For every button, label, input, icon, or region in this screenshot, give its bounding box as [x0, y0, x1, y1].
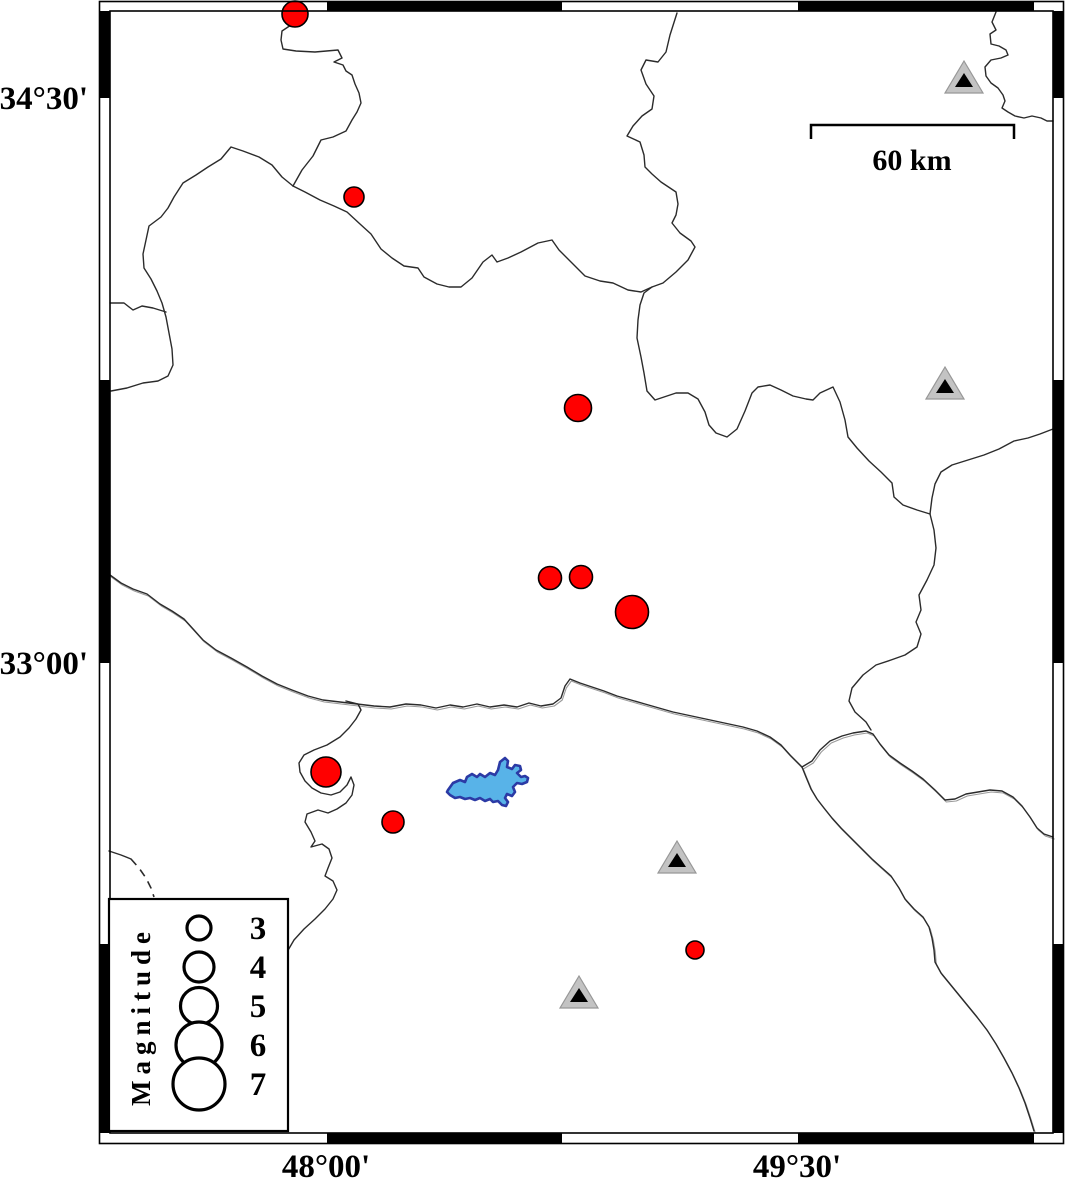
- earthquake-marker: [310, 756, 342, 788]
- legend-magnitude-label: 3: [250, 911, 267, 947]
- legend-magnitude-label: 6: [250, 1028, 267, 1064]
- station-marker: [656, 839, 698, 874]
- legend-title: Magnitude: [126, 926, 156, 1106]
- legend-magnitude-label: 4: [250, 950, 267, 986]
- earthquake-marker: [563, 393, 593, 423]
- lon-label-left: 48°00': [282, 1149, 370, 1184]
- legend-magnitude-circle: [171, 1056, 227, 1112]
- station-marker: [558, 974, 600, 1009]
- earthquake-marker: [343, 186, 365, 208]
- earthquake-marker: [685, 940, 705, 960]
- station-marker: [943, 59, 985, 94]
- station-inner-triangle-icon: [570, 988, 588, 1002]
- earthquake-marker: [614, 594, 650, 630]
- station-inner-triangle-icon: [668, 853, 686, 867]
- station-marker: [924, 365, 966, 400]
- earthquake-markers: [281, 0, 705, 960]
- legend-magnitude-circle: [182, 950, 216, 984]
- lon-label-right: 49°30': [753, 1149, 841, 1184]
- station-inner-triangle-icon: [936, 379, 954, 393]
- earthquake-marker: [537, 565, 563, 591]
- lat-label-bottom: 33°00': [0, 646, 88, 682]
- legend-magnitude-circle: [178, 985, 220, 1027]
- earthquake-marker: [381, 810, 405, 834]
- earthquake-marker: [568, 564, 594, 590]
- lat-label-top: 34°30': [0, 81, 88, 117]
- legend-magnitude-label: 7: [250, 1067, 267, 1103]
- earthquake-marker: [281, 0, 309, 28]
- scale-bar-label: 60 km: [872, 144, 951, 177]
- map-frame: [98, 0, 1065, 1145]
- station-markers: [558, 59, 985, 1009]
- legend-magnitude-circle: [185, 914, 213, 942]
- station-inner-triangle-icon: [955, 73, 973, 87]
- scale-bar: 60 km: [809, 123, 1016, 177]
- legend-magnitude-label: 5: [250, 989, 267, 1025]
